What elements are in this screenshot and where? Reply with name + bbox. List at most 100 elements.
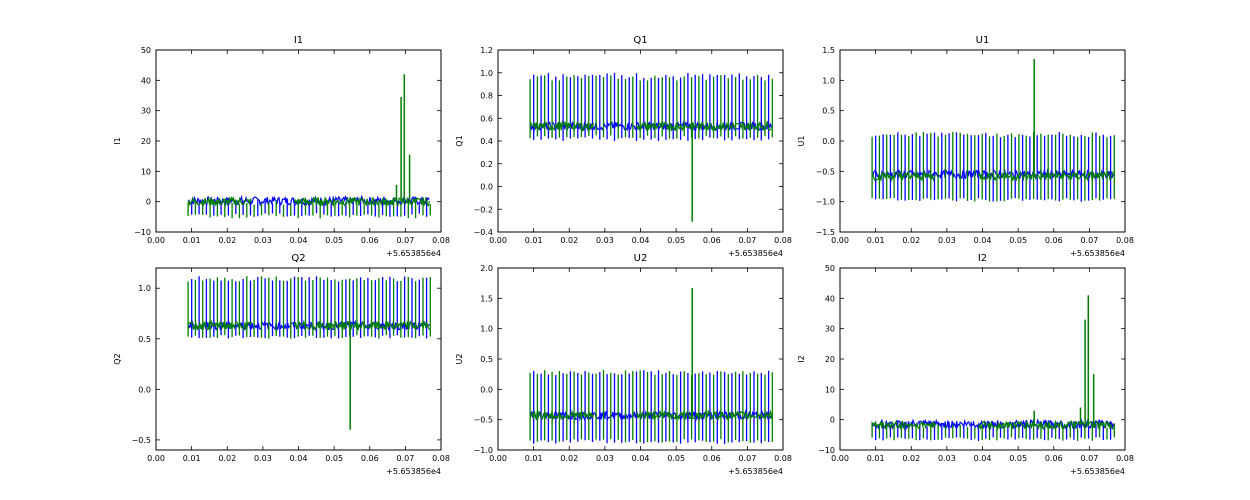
chart-title: Q2 — [291, 253, 305, 264]
y-axis-label: Q2 — [113, 353, 122, 364]
chart-U1: 0.00 0.01 0.02 0.03 0.04 0.05 0.06 0.07 0.08 −1.5… — [797, 35, 1134, 258]
y-tick-label: 30 — [825, 325, 835, 334]
y-tick-label: 0 — [830, 416, 835, 425]
x-tick-label: 0.06 — [361, 236, 379, 245]
x-tick-label: 0.08 — [432, 236, 450, 245]
series-green — [871, 131, 1115, 202]
x-tick-label: 0.01 — [867, 454, 885, 463]
x-tick-label: 0.02 — [902, 236, 920, 245]
chart-title: U2 — [634, 253, 648, 264]
series-green — [871, 419, 1115, 441]
series-line — [871, 419, 936, 431]
x-tick-label: 0.05 — [325, 236, 343, 245]
y-axis-label: U1 — [797, 136, 806, 147]
plot-area — [871, 295, 1115, 441]
series-green — [529, 75, 773, 139]
y-tick-label: 50 — [825, 264, 835, 273]
y-tick-label: −0.4 — [474, 228, 493, 237]
series-line — [529, 120, 594, 132]
series-line — [978, 419, 1114, 431]
x-tick-label: 0.04 — [290, 454, 308, 463]
y-tick-label: 0 — [146, 198, 151, 207]
x-tick-label: 0.02 — [218, 236, 236, 245]
plot-area — [871, 59, 1115, 202]
y-tick-label: 1.5 — [480, 294, 493, 303]
y-tick-label: 0.2 — [480, 160, 493, 169]
x-tick-label: 0.03 — [596, 454, 614, 463]
series-line — [294, 196, 430, 208]
series-line — [187, 319, 252, 332]
y-tick-label: 0.5 — [480, 355, 493, 364]
x-tick-label: 0.04 — [632, 454, 650, 463]
x-offset-label: +5.653856e4 — [1070, 249, 1125, 258]
series-blue — [871, 132, 1114, 202]
x-tick-label: 0.06 — [361, 454, 379, 463]
chart-Q1: 0.00 0.01 0.02 0.03 0.04 0.05 0.06 0.07 0.08 −0.4… — [455, 35, 792, 258]
x-tick-label: 0.01 — [867, 236, 885, 245]
y-axis-label: I2 — [797, 355, 806, 362]
x-tick-label: 0.00 — [489, 454, 507, 463]
y-axis-label: U2 — [455, 354, 464, 365]
x-tick-label: 0.03 — [938, 454, 956, 463]
y-tick-label: 0.0 — [480, 385, 493, 394]
y-tick-label: −0.2 — [474, 205, 493, 214]
y-tick-label: 1.0 — [480, 325, 493, 334]
x-tick-label: 0.02 — [560, 236, 578, 245]
x-tick-label: 0.00 — [831, 236, 849, 245]
y-tick-label: 1.0 — [138, 284, 151, 293]
x-tick-label: 0.05 — [325, 454, 343, 463]
x-tick-label: 0.01 — [183, 236, 201, 245]
x-offset-label: +5.653856e4 — [728, 467, 783, 476]
y-tick-label: 0.6 — [480, 114, 493, 123]
x-tick-label: 0.00 — [489, 236, 507, 245]
chart-U2: 0.00 0.01 0.02 0.03 0.04 0.05 0.06 0.07 0.08 −1.0… — [455, 253, 792, 476]
series-blue — [529, 72, 772, 141]
x-tick-label: 0.08 — [1116, 236, 1134, 245]
chart-I1: 0.00 0.01 0.02 0.03 0.04 0.05 0.06 0.07 0.08 −10 0… — [113, 35, 450, 258]
x-tick-label: 0.06 — [1045, 236, 1063, 245]
y-tick-label: 1.0 — [480, 69, 493, 78]
x-tick-label: 0.08 — [432, 454, 450, 463]
y-tick-label: 20 — [141, 137, 151, 146]
series-green — [187, 276, 431, 339]
x-tick-label: 0.01 — [525, 454, 543, 463]
series-blue — [529, 370, 772, 444]
x-tick-label: 0.07 — [738, 236, 756, 245]
series-line — [978, 170, 1114, 182]
chart-I2: 0.00 0.01 0.02 0.03 0.04 0.05 0.06 0.07 0.08 −10 0… — [797, 253, 1134, 476]
series-line — [529, 409, 594, 421]
x-tick-label: 0.03 — [596, 236, 614, 245]
x-tick-label: 0.04 — [974, 236, 992, 245]
x-tick-label: 0.06 — [1045, 454, 1063, 463]
chart-title: I2 — [978, 253, 987, 264]
x-tick-label: 0.04 — [290, 236, 308, 245]
x-tick-label: 0.07 — [396, 236, 414, 245]
x-tick-label: 0.07 — [1080, 236, 1098, 245]
y-tick-label: 10 — [141, 167, 151, 176]
y-tick-label: −0.5 — [474, 416, 493, 425]
y-tick-label: 0.0 — [480, 183, 493, 192]
y-tick-label: 40 — [825, 294, 835, 303]
x-tick-label: 0.08 — [774, 236, 792, 245]
x-tick-label: 0.06 — [703, 454, 721, 463]
series-line — [636, 120, 772, 133]
series-line — [871, 171, 936, 183]
plot-area — [187, 74, 431, 219]
x-tick-label: 0.04 — [974, 454, 992, 463]
x-tick-label: 0.00 — [147, 454, 165, 463]
chart-title: Q1 — [633, 35, 647, 46]
y-tick-label: −10 — [818, 446, 835, 455]
plot-area — [529, 72, 773, 222]
x-tick-label: 0.00 — [831, 454, 849, 463]
x-offset-label: +5.653856e4 — [1070, 467, 1125, 476]
y-tick-label: 30 — [141, 107, 151, 116]
x-tick-label: 0.08 — [1116, 454, 1134, 463]
y-tick-label: −10 — [134, 228, 151, 237]
series-blue — [187, 194, 430, 217]
y-tick-label: 1.5 — [822, 46, 835, 55]
y-tick-label: −0.5 — [132, 436, 151, 445]
y-axis-label: I1 — [113, 137, 122, 144]
chart-title: U1 — [976, 35, 990, 46]
y-tick-label: 20 — [825, 355, 835, 364]
x-tick-label: 0.03 — [938, 236, 956, 245]
